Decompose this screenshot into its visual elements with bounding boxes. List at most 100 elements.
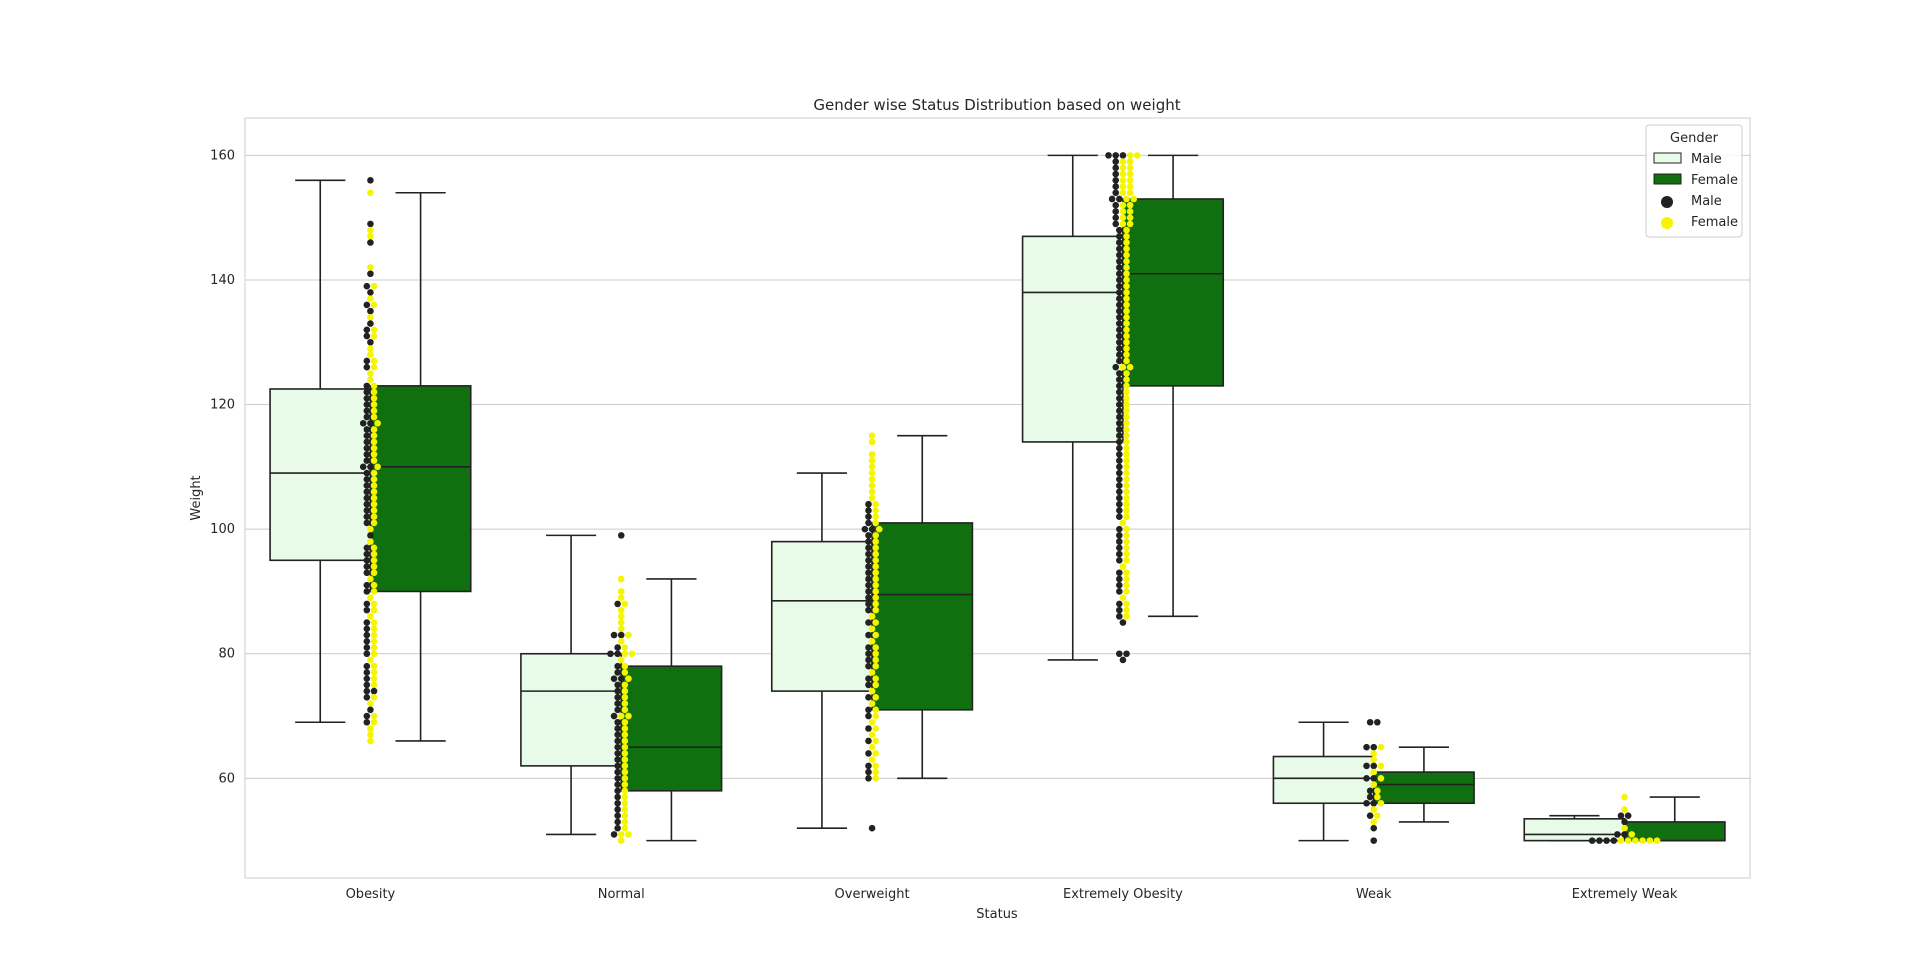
swarm-point-male <box>1116 245 1123 253</box>
swarm-point-male <box>614 743 621 751</box>
swarm-point-female <box>1374 793 1381 801</box>
legend-label-female-box: Female <box>1691 173 1738 188</box>
swarm-point-male <box>1116 270 1123 278</box>
swarm-point-male <box>1116 463 1123 471</box>
swarm-point-female <box>621 700 629 707</box>
swarm-point-male <box>363 469 371 477</box>
swarm-point-male <box>363 432 371 440</box>
swarm-point-female <box>621 799 629 807</box>
swarm-point-male <box>1116 569 1123 577</box>
swarm-point-male <box>1370 837 1378 844</box>
swarm-point-female <box>370 550 378 558</box>
swarm-point-female <box>1123 257 1130 265</box>
swarm-point-male <box>865 656 872 664</box>
swarm-point-female <box>621 681 629 689</box>
swarm-point-female <box>872 581 879 589</box>
swarm-point-female <box>370 669 378 676</box>
swarm-point-female <box>370 301 378 309</box>
swarm-point-male <box>1105 152 1112 159</box>
swarm-point-male <box>363 669 371 676</box>
y-tick-labels: 60 80 100 120 140 160 <box>210 148 235 786</box>
swarm-point-male <box>1116 575 1123 583</box>
swarm-point-male <box>363 550 371 558</box>
swarm-point-female <box>1377 743 1385 751</box>
swarm-point-male <box>614 725 621 732</box>
box-body <box>369 385 472 593</box>
swarm-point-female <box>1632 837 1639 844</box>
swarm-point-female <box>628 650 636 658</box>
swarm-point-male <box>1116 295 1123 302</box>
swarm-point-female <box>617 613 625 620</box>
swarm-point-male <box>1112 208 1120 215</box>
swarm-point-female <box>617 837 625 844</box>
swarm-point-female <box>872 563 879 570</box>
x-axis-label: Status <box>976 907 1018 922</box>
swarm-point-female <box>370 662 378 670</box>
swarm-point-male <box>363 426 371 433</box>
swarm-point-male <box>1596 837 1603 844</box>
swarm-point-female <box>1123 525 1130 533</box>
swarm-point-female <box>370 426 378 433</box>
swarm-point-male <box>363 718 371 726</box>
swarm-point-female <box>367 226 374 234</box>
swarm-point-female <box>868 469 876 477</box>
swarm-point-female <box>872 644 879 651</box>
swarm-point-male <box>363 494 371 502</box>
swarm-point-male <box>1116 469 1123 477</box>
swarm-point-male <box>614 687 621 695</box>
swarm-point-female <box>370 451 378 458</box>
swarm-point-male <box>1112 363 1120 371</box>
swarm-point-female <box>370 631 378 639</box>
swarm-point-female <box>370 494 378 502</box>
swarm-point-female <box>868 700 876 707</box>
swarm-point-female <box>617 619 625 626</box>
swarm-point-male <box>1116 557 1123 564</box>
swarm-point-male <box>363 557 371 564</box>
swarm-point-female <box>370 600 378 608</box>
x-tick-label: Obesity <box>346 887 396 902</box>
swarm-point-female <box>872 694 879 701</box>
swarm-point-male <box>1116 307 1123 315</box>
swarm-point-male <box>1621 818 1628 826</box>
swarm-point-female <box>370 625 378 633</box>
swarm-point-female <box>367 233 374 240</box>
swarm-point-male <box>367 320 374 327</box>
swarm-point-female <box>370 637 378 645</box>
swarm-point-female <box>1624 837 1632 844</box>
swarm-point-female <box>367 725 374 732</box>
swarm-point-female <box>1119 208 1127 215</box>
swarm-point-male <box>610 631 618 639</box>
swarm-point-female <box>872 594 879 601</box>
swarm-point-female <box>868 488 876 496</box>
swarm-point-male <box>1366 718 1374 726</box>
swarm-point-female <box>872 656 879 664</box>
swarm-point-female <box>1621 793 1628 801</box>
swarm-point-female <box>1377 799 1385 807</box>
y-tick-label: 140 <box>210 273 235 288</box>
box-male <box>1523 814 1626 842</box>
swarm-point-male <box>1116 513 1123 520</box>
swarm-point-female <box>367 731 374 739</box>
swarm-point-male <box>1116 600 1123 608</box>
swarm-point-female <box>868 451 876 458</box>
swarm-point-male <box>607 650 614 658</box>
swarm-point-female <box>1123 314 1130 321</box>
swarm-point-female <box>367 737 374 745</box>
swarm-point-female <box>1123 239 1130 246</box>
swarm-point-male <box>861 525 869 533</box>
swarm-point-male <box>1116 413 1123 421</box>
swarm-point-male <box>1116 345 1123 352</box>
swarm-point-female <box>621 824 629 832</box>
swarm-point-male <box>614 600 621 608</box>
legend: Gender Male Female Male Female <box>1645 124 1743 238</box>
swarm-point-male <box>614 756 621 763</box>
swarm-point-male <box>1112 183 1120 190</box>
swarm-point-female <box>1119 183 1127 190</box>
swarm-point-female <box>370 332 378 340</box>
swarm-point-male <box>614 793 621 801</box>
swarm-point-male <box>1116 395 1123 402</box>
swarm-point-male <box>367 532 374 539</box>
swarm-point-female <box>1123 245 1130 253</box>
swarm-point-male <box>865 557 872 564</box>
swarm-point-female <box>1119 170 1127 178</box>
